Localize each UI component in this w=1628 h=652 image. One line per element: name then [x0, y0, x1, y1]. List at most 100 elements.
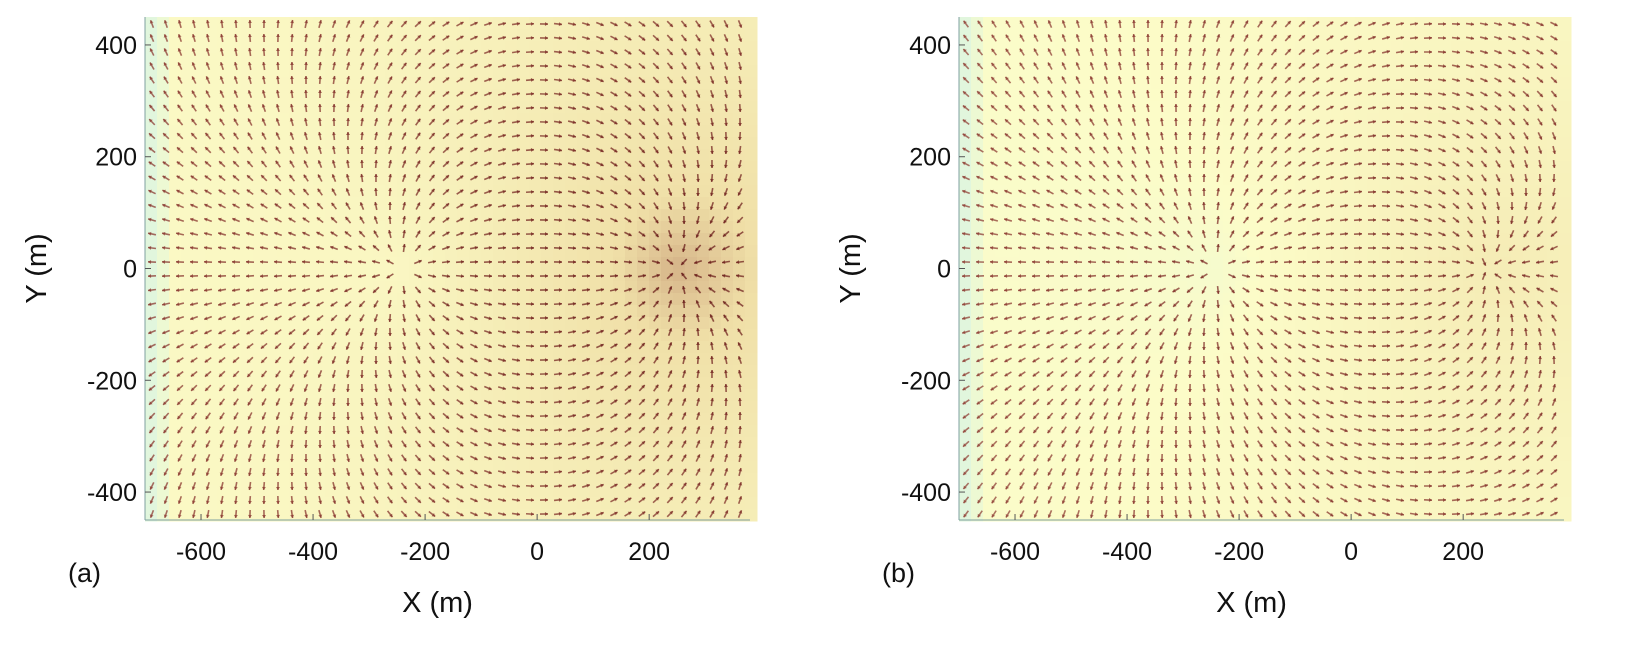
- arrow-head: [1400, 77, 1404, 82]
- arrow-head: [374, 160, 379, 164]
- arrow-head: [431, 471, 435, 475]
- arrow-head: [303, 359, 308, 364]
- arrow-head: [1428, 134, 1432, 139]
- arrow-head: [488, 498, 492, 503]
- arrow-head: [1019, 34, 1024, 39]
- arrow-head: [613, 190, 618, 195]
- arrow-head: [373, 303, 378, 308]
- arrow-head: [373, 245, 377, 249]
- arrow-head: [669, 65, 673, 70]
- arrow-head: [724, 440, 729, 444]
- x-tick-label: 0: [530, 538, 544, 566]
- arrow-head: [1358, 316, 1362, 321]
- arrow-head: [1173, 118, 1178, 122]
- arrow-head: [736, 260, 740, 265]
- arrow-head: [190, 373, 195, 377]
- arrow-head: [1259, 317, 1263, 321]
- arrow-head: [149, 471, 154, 476]
- arrow-head: [516, 217, 520, 222]
- arrow-head: [1522, 273, 1526, 278]
- arrow-head: [1523, 233, 1528, 238]
- arrow-head: [962, 119, 967, 124]
- arrow-head: [177, 457, 182, 462]
- arrow-head: [600, 385, 604, 390]
- arrow-head: [1230, 303, 1235, 308]
- arrow-head: [1273, 34, 1277, 39]
- arrow-head: [148, 288, 152, 293]
- arrow-head: [600, 427, 604, 432]
- arrow-head: [502, 484, 506, 489]
- arrow-head: [558, 301, 562, 306]
- arrow-head: [303, 444, 308, 448]
- arrow-head: [1158, 245, 1162, 250]
- arrow-head: [1103, 104, 1108, 108]
- arrow-head: [218, 344, 223, 349]
- arrow-head: [232, 344, 237, 349]
- arrow-head: [445, 331, 450, 335]
- arrow-head: [1386, 105, 1390, 110]
- arrow-head: [1512, 22, 1516, 27]
- arrow-head: [1131, 90, 1136, 94]
- arrow-head: [600, 329, 604, 334]
- arrow-head: [1032, 203, 1036, 208]
- arrow-head: [204, 189, 209, 194]
- arrow-head: [360, 402, 365, 406]
- arrow-head: [246, 274, 250, 279]
- arrow-head: [1216, 160, 1221, 164]
- arrow-head: [1539, 36, 1544, 41]
- arrow-head: [962, 147, 967, 152]
- arrow-head: [1145, 90, 1150, 94]
- arrow-head: [736, 246, 740, 251]
- arrow-head: [247, 20, 252, 24]
- arrow-head: [544, 413, 548, 418]
- arrow-head: [1287, 49, 1291, 53]
- arrow-head: [232, 231, 236, 236]
- arrow-head: [1428, 315, 1432, 320]
- arrow-head: [1511, 78, 1516, 83]
- arrow-head: [275, 416, 280, 420]
- arrow-head: [416, 118, 421, 123]
- arrow-head: [1245, 317, 1249, 322]
- arrow-head: [600, 232, 604, 237]
- arrow-head: [331, 360, 336, 364]
- arrow-head: [502, 217, 506, 222]
- arrow-head: [304, 34, 309, 38]
- arrow-head: [710, 66, 715, 70]
- arrow-head: [1201, 202, 1206, 206]
- arrow-head: [530, 105, 534, 110]
- arrow-head: [276, 34, 281, 38]
- arrow-head: [1372, 119, 1376, 124]
- arrow-head: [710, 23, 715, 28]
- arrow-head: [247, 62, 252, 66]
- arrow-head: [431, 77, 435, 81]
- arrow-head: [1174, 62, 1179, 66]
- arrow-head: [544, 273, 548, 278]
- arrow-head: [303, 388, 308, 392]
- arrow-head: [544, 148, 548, 153]
- arrow-head: [1144, 217, 1149, 221]
- arrow-head: [1187, 188, 1192, 192]
- arrow-head: [1032, 231, 1036, 236]
- arrow-head: [1524, 178, 1529, 182]
- arrow-head: [1074, 245, 1078, 250]
- arrow-head: [374, 402, 379, 406]
- arrow-head: [1469, 149, 1474, 153]
- arrow-head: [445, 119, 450, 123]
- arrow-head: [177, 429, 182, 434]
- arrow-head: [1158, 259, 1162, 264]
- arrow-head: [1287, 91, 1291, 95]
- arrow-head: [641, 149, 645, 153]
- arrow-head: [502, 288, 506, 293]
- arrow-head: [1469, 134, 1474, 139]
- arrow-head: [1047, 133, 1051, 137]
- arrow-head: [289, 160, 294, 165]
- arrow-head: [1173, 202, 1178, 207]
- arrow-head: [530, 302, 534, 307]
- arrow-head: [1372, 63, 1376, 68]
- arrow-head: [317, 416, 322, 420]
- arrow-head: [1159, 217, 1163, 221]
- arrow-head: [402, 360, 407, 364]
- arrow-head: [1287, 189, 1292, 194]
- arrow-head: [600, 399, 604, 404]
- arrow-head: [1202, 118, 1207, 122]
